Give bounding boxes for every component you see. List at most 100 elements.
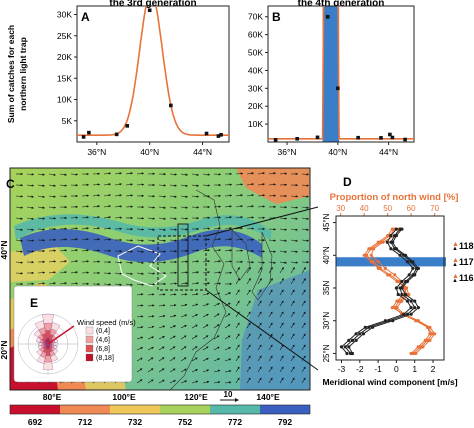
map-study-box <box>157 235 207 291</box>
wind-arrow <box>202 369 210 373</box>
wind-arrow <box>114 183 122 186</box>
panel-b-point <box>325 14 330 19</box>
wind-rose-legend-swatch <box>85 335 94 344</box>
wind-arrow <box>268 366 273 373</box>
wind-arrow <box>70 260 78 263</box>
wind-arrow <box>92 205 100 208</box>
wind-arrow <box>257 250 266 253</box>
wind-arrow <box>26 206 34 209</box>
panel-d-series-point <box>395 306 399 310</box>
wind-arrow <box>290 289 295 296</box>
wind-arrow <box>191 195 200 198</box>
panel-d-series-point <box>376 260 380 264</box>
wind-arrow <box>169 282 178 285</box>
wind-arrow <box>158 195 167 198</box>
wind-arrow <box>15 261 24 264</box>
panel-d-series-point <box>369 260 373 264</box>
wind-arrow <box>147 261 155 264</box>
wind-arrow <box>246 322 251 329</box>
wind-arrow <box>235 377 240 384</box>
wind-rose-legend-label: (4,6] <box>96 337 110 344</box>
panel-d-series-point <box>345 351 349 356</box>
wind-arrow <box>290 300 295 307</box>
wind-arrow <box>279 266 284 274</box>
wind-arrow <box>15 239 23 242</box>
panel-d-series-point <box>383 319 387 323</box>
wind-arrow <box>290 250 298 253</box>
panel-b-point <box>388 132 392 137</box>
wind-arrow <box>268 322 273 329</box>
panel-d-bottom-ticks: -3 -2 -1 0 1 2 <box>338 360 436 374</box>
wind-arrow <box>235 205 243 208</box>
wind-arrow <box>279 366 284 373</box>
panel-b: the 4th generation B 10K 20K 30K 40K 50K 60K 7… <box>248 0 415 157</box>
wind-arrow <box>26 184 35 187</box>
panel-d-series-line <box>340 228 414 354</box>
wind-arrow <box>92 249 101 252</box>
wind-arrow <box>257 172 265 175</box>
wind-arrow <box>92 227 100 230</box>
wind-arrow <box>290 228 298 231</box>
panel-d-series-point <box>397 299 401 303</box>
wind-arrow <box>15 250 23 253</box>
wind-arrow <box>224 238 232 241</box>
wind-arrow <box>136 368 143 373</box>
wind-arrow <box>147 336 155 340</box>
wind-arrow <box>235 277 240 285</box>
wind-arrow <box>213 249 221 252</box>
wind-arrow <box>81 227 89 230</box>
wind-arrow <box>158 368 165 373</box>
wind-arrow <box>169 368 176 373</box>
wind-arrow <box>301 355 306 362</box>
wind-arrow <box>136 283 145 286</box>
panel-a-y-ticks: 5K 10K 15K 20K 25K 30K <box>57 10 77 126</box>
panel-d-series-point <box>395 279 399 284</box>
wind-arrow <box>235 366 240 373</box>
wind-arrow <box>114 205 123 208</box>
wind-arrow <box>125 272 133 275</box>
wind-arrow <box>202 335 209 340</box>
wind-arrow <box>114 216 123 219</box>
panel-d-series-point <box>411 273 415 277</box>
panel-d-series-point <box>404 292 408 297</box>
panel-d: D Proportion of north wind [%] 30 40 50 60 7… <box>322 175 474 387</box>
wind-arrow <box>202 271 210 274</box>
wind-arrow <box>70 249 78 252</box>
panel-d-series <box>339 227 437 356</box>
wind-arrow <box>158 379 165 384</box>
panel-d-series-point <box>400 299 404 303</box>
wind-arrow <box>213 282 222 285</box>
wind-arrow <box>191 335 198 340</box>
panel-d-series-point <box>411 351 416 356</box>
panel-d-series-point <box>393 273 397 277</box>
wind-arrow <box>213 227 221 230</box>
panel-b-y-tick-label: 30K <box>248 83 263 93</box>
wind-arrow <box>257 355 262 362</box>
panel-d-series-point <box>402 312 406 316</box>
wind-arrow <box>279 322 284 329</box>
wind-arrow <box>169 293 177 296</box>
panel-b-letter: B <box>272 10 281 24</box>
wind-arrow <box>125 194 134 197</box>
panel-d-top-tick-label: 40 <box>360 204 369 213</box>
wind-arrow <box>169 325 177 329</box>
panel-d-series-point <box>376 240 380 244</box>
wind-arrow <box>191 303 199 307</box>
wind-arrow <box>136 250 144 253</box>
wind-arrow <box>246 377 251 384</box>
panel-d-series-point <box>393 247 397 251</box>
wind-arrow <box>213 292 221 296</box>
wind-arrow <box>290 261 299 264</box>
panel-d-series-point <box>383 266 387 270</box>
wind-scale-reference: 10 <box>220 390 239 402</box>
wind-arrow <box>290 366 295 373</box>
colorbar-swatch <box>160 405 210 414</box>
wind-arrow <box>235 172 244 175</box>
wind-rose-legend-title: Wind speed (m/s) <box>77 318 136 327</box>
panel-a-point <box>147 8 152 13</box>
panel-d-series-point <box>350 338 355 342</box>
panel-d-series-point <box>409 299 413 303</box>
wind-arrow <box>48 173 56 176</box>
panel-a-point <box>219 132 223 137</box>
panel-d-bottom-tick-label: -3 <box>338 364 346 374</box>
